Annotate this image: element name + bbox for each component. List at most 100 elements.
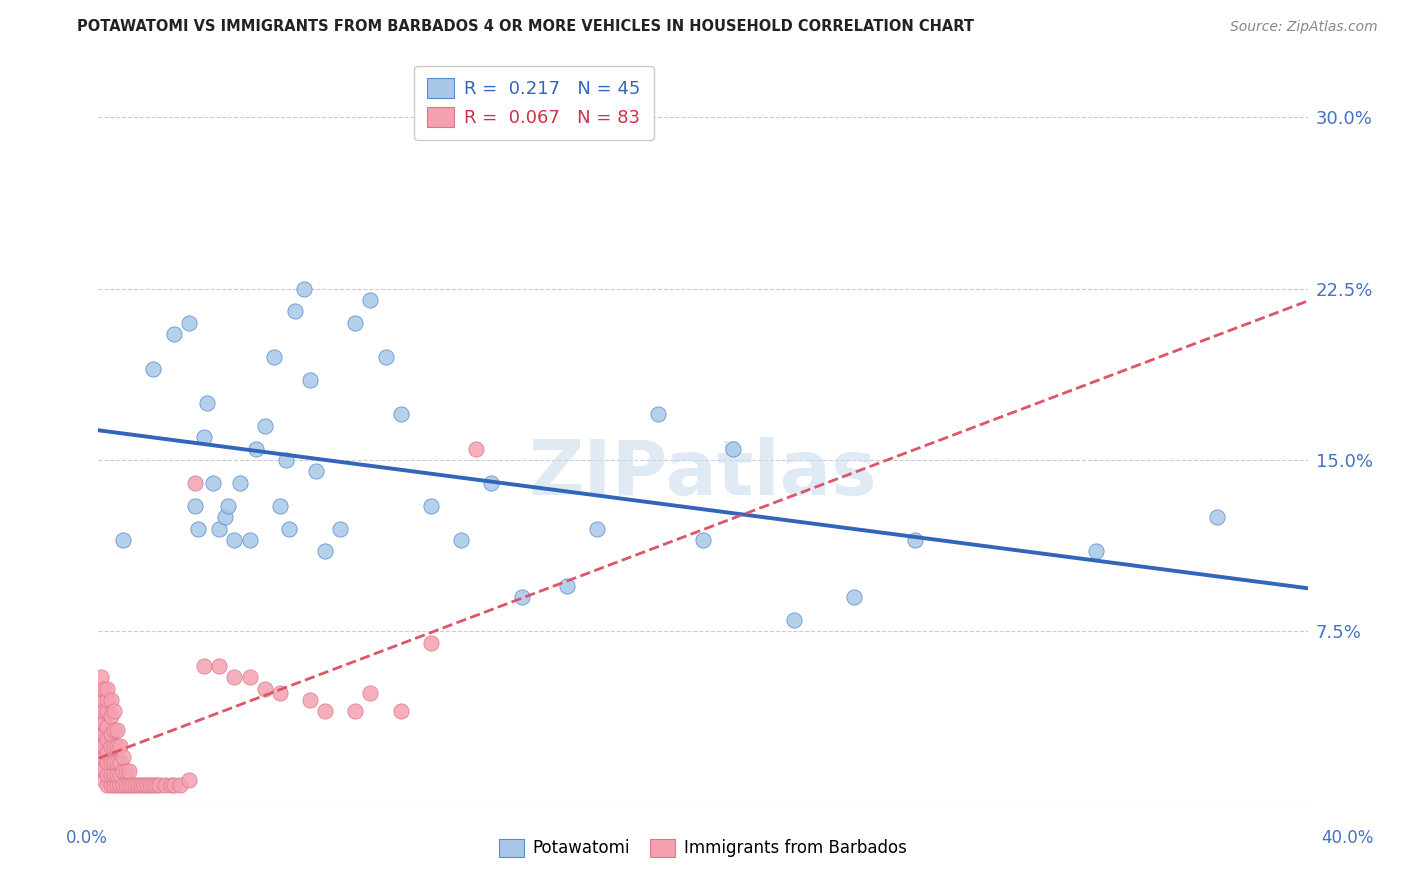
Point xyxy=(100,693,122,707)
Point xyxy=(100,778,122,792)
Point xyxy=(153,778,176,792)
Point xyxy=(783,613,806,627)
Point xyxy=(555,579,578,593)
Point xyxy=(90,705,112,719)
Point xyxy=(96,731,118,746)
Point xyxy=(208,658,231,673)
Point xyxy=(93,681,115,696)
Point xyxy=(389,407,412,421)
Point xyxy=(135,778,157,792)
Point xyxy=(299,373,322,387)
Point xyxy=(277,521,299,535)
Point xyxy=(105,723,128,737)
Point xyxy=(103,739,125,753)
Point xyxy=(111,750,134,764)
Point xyxy=(239,533,262,547)
Point xyxy=(108,778,131,792)
Point xyxy=(100,739,122,753)
Text: 0.0%: 0.0% xyxy=(66,829,108,847)
Point xyxy=(142,778,165,792)
Point xyxy=(169,778,191,792)
Point xyxy=(105,739,128,753)
Point xyxy=(274,453,297,467)
Point xyxy=(160,778,183,792)
Point xyxy=(108,768,131,782)
Point xyxy=(647,407,669,421)
Point xyxy=(108,739,131,753)
Point xyxy=(100,709,122,723)
Point xyxy=(844,590,866,604)
Point xyxy=(195,396,218,410)
Point xyxy=(360,293,382,307)
Point xyxy=(904,533,927,547)
Point xyxy=(96,681,118,696)
Text: 40.0%: 40.0% xyxy=(1320,829,1374,847)
Point xyxy=(224,533,246,547)
Point xyxy=(103,778,125,792)
Point xyxy=(420,636,443,650)
Point xyxy=(111,764,134,778)
Point xyxy=(96,693,118,707)
Point xyxy=(284,304,307,318)
Point xyxy=(90,739,112,753)
Point xyxy=(142,361,165,376)
Point xyxy=(239,670,262,684)
Point xyxy=(127,778,149,792)
Point xyxy=(90,762,112,776)
Point xyxy=(292,281,315,295)
Point xyxy=(96,755,118,769)
Point xyxy=(100,755,122,769)
Point xyxy=(93,705,115,719)
Point xyxy=(96,720,118,734)
Point xyxy=(510,590,533,604)
Point xyxy=(193,430,215,444)
Point xyxy=(360,686,382,700)
Point xyxy=(114,778,136,792)
Point xyxy=(269,499,291,513)
Point xyxy=(217,499,239,513)
Point xyxy=(253,418,276,433)
Point xyxy=(314,544,336,558)
Point xyxy=(305,464,328,478)
Text: Source: ZipAtlas.com: Source: ZipAtlas.com xyxy=(1230,21,1378,34)
Point xyxy=(187,521,209,535)
Point xyxy=(420,499,443,513)
Point xyxy=(103,755,125,769)
Point xyxy=(124,778,146,792)
Point xyxy=(90,715,112,730)
Point xyxy=(105,778,128,792)
Point xyxy=(202,475,225,490)
Point xyxy=(184,499,207,513)
Point xyxy=(1085,544,1108,558)
Point xyxy=(100,768,122,782)
Point xyxy=(129,778,152,792)
Point xyxy=(179,316,201,330)
Point xyxy=(96,705,118,719)
Point xyxy=(103,723,125,737)
Point xyxy=(245,442,267,456)
Point xyxy=(93,750,115,764)
Point xyxy=(145,778,167,792)
Point xyxy=(299,693,322,707)
Point xyxy=(90,670,112,684)
Text: ZIPatlas: ZIPatlas xyxy=(529,437,877,510)
Point xyxy=(93,739,115,753)
Point xyxy=(118,778,141,792)
Point xyxy=(253,681,276,696)
Point xyxy=(93,762,115,776)
Point xyxy=(96,746,118,760)
Point xyxy=(389,705,412,719)
Point xyxy=(108,755,131,769)
Point xyxy=(329,521,352,535)
Point xyxy=(229,475,252,490)
Point xyxy=(263,350,285,364)
Point xyxy=(93,715,115,730)
Point xyxy=(344,705,367,719)
Point xyxy=(93,727,115,741)
Point xyxy=(465,442,488,456)
Point xyxy=(111,778,134,792)
Point xyxy=(1206,510,1229,524)
Point xyxy=(139,778,162,792)
Point xyxy=(586,521,609,535)
Point xyxy=(96,768,118,782)
